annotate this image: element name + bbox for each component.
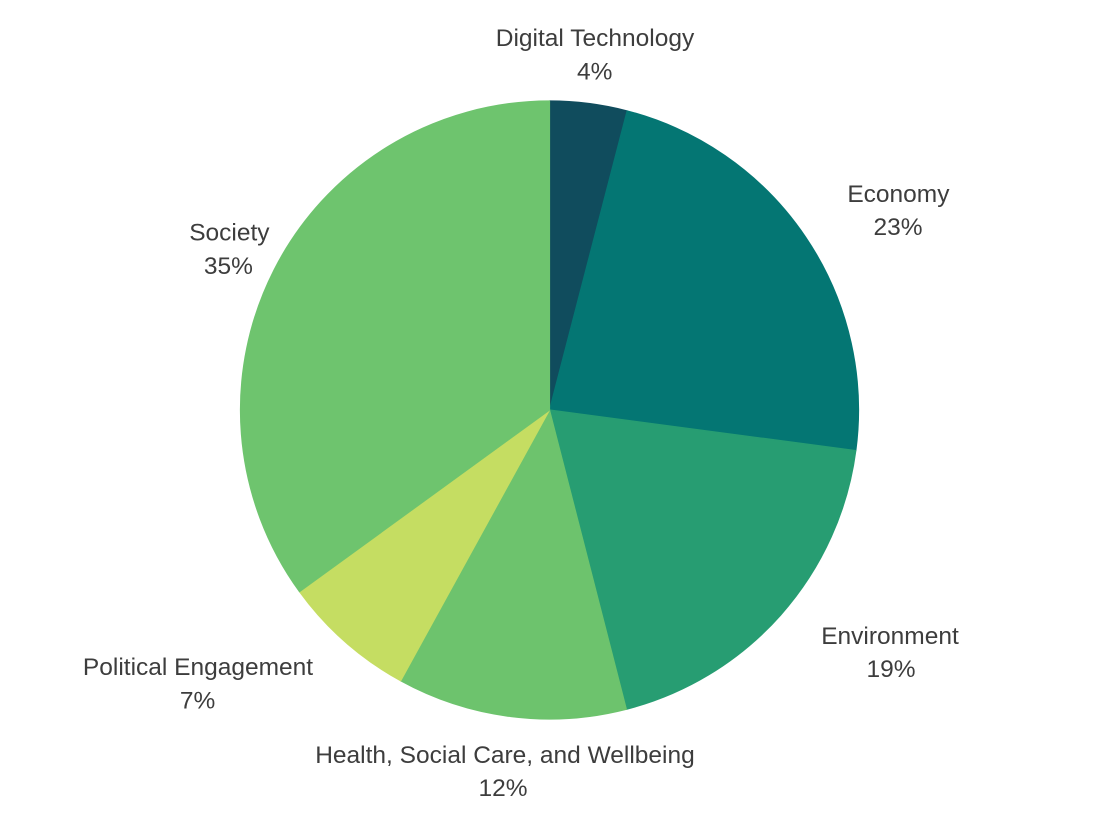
svg-text:35%: 35% xyxy=(204,253,253,280)
svg-text:7%: 7% xyxy=(180,687,215,714)
svg-text:Political Engagement: Political Engagement xyxy=(83,654,313,681)
svg-text:Digital Technology: Digital Technology xyxy=(496,25,695,52)
svg-text:4%: 4% xyxy=(577,59,612,86)
svg-text:Economy: Economy xyxy=(847,181,950,208)
svg-text:Health, Social Care, and Wellb: Health, Social Care, and Wellbeing xyxy=(315,742,695,769)
svg-text:19%: 19% xyxy=(866,656,915,683)
svg-text:Environment: Environment xyxy=(821,623,959,650)
svg-text:23%: 23% xyxy=(873,214,922,241)
svg-text:Society: Society xyxy=(189,220,270,247)
svg-text:12%: 12% xyxy=(478,775,527,802)
